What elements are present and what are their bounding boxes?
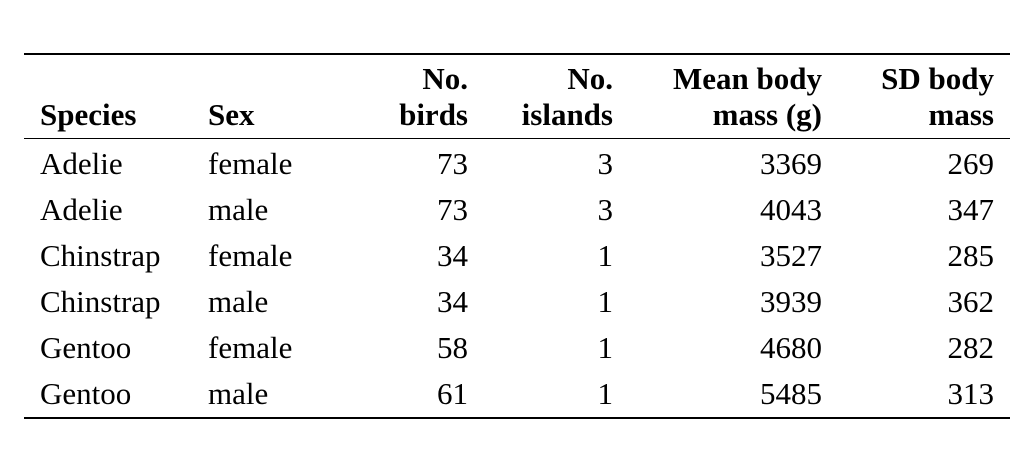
table-row: Adelie male 73 3 4043 347 <box>24 187 1010 233</box>
table-body: Adelie female 73 3 3369 269 Adelie male 73 3 4043 3… <box>24 139 1010 418</box>
cell-sex: female <box>208 330 293 365</box>
column-header-line2: Species <box>40 97 137 132</box>
column-header-sd-mass: SD body mass <box>838 54 1010 139</box>
column-header-n-birds: No. birds <box>373 54 484 139</box>
column-header-line1 <box>40 61 192 97</box>
column-header-line1: SD body <box>881 61 994 96</box>
cell-mean-mass: 3369 <box>760 146 822 181</box>
cell-species: Chinstrap <box>40 238 161 273</box>
cell-sd-mass: 282 <box>947 330 995 365</box>
column-header-line2: mass (g) <box>712 97 822 132</box>
cell-mean-mass: 3939 <box>760 284 822 319</box>
cell-n-islands: 1 <box>597 238 614 273</box>
cell-n-islands: 3 <box>597 192 614 227</box>
cell-sd-mass: 269 <box>947 146 995 181</box>
penguin-summary-table-wrapper: Species Sex No. birds No. islands Mean body ma… <box>24 53 1010 419</box>
cell-mean-mass: 4043 <box>760 192 822 227</box>
column-header-line1 <box>208 61 373 97</box>
cell-species: Adelie <box>40 192 123 227</box>
table-row: Adelie female 73 3 3369 269 <box>24 139 1010 188</box>
table-row: Chinstrap female 34 1 3527 285 <box>24 233 1010 279</box>
column-header-species: Species <box>24 54 192 139</box>
cell-n-birds: 61 <box>437 376 468 411</box>
cell-sd-mass: 347 <box>947 192 995 227</box>
column-header-line1: No. <box>567 61 613 96</box>
cell-sex: male <box>208 192 269 227</box>
penguin-summary-table: Species Sex No. birds No. islands Mean body ma… <box>24 53 1010 419</box>
cell-n-birds: 34 <box>437 238 468 273</box>
column-header-line1: No. <box>422 61 468 96</box>
cell-n-birds: 58 <box>437 330 468 365</box>
column-header-line2: Sex <box>208 97 255 132</box>
table-row: Gentoo male 61 1 5485 313 <box>24 371 1010 418</box>
header-row: Species Sex No. birds No. islands Mean body ma… <box>24 54 1010 139</box>
cell-n-islands: 1 <box>597 376 614 411</box>
cell-species: Adelie <box>40 146 123 181</box>
table-header: Species Sex No. birds No. islands Mean body ma… <box>24 54 1010 139</box>
table-row: Gentoo female 58 1 4680 282 <box>24 325 1010 371</box>
cell-sex: male <box>208 284 269 319</box>
column-header-line2: islands <box>521 97 613 132</box>
cell-n-islands: 1 <box>597 284 614 319</box>
cell-n-birds: 34 <box>437 284 468 319</box>
table-row: Chinstrap male 34 1 3939 362 <box>24 279 1010 325</box>
column-header-sex: Sex <box>192 54 373 139</box>
column-header-mean-mass: Mean body mass (g) <box>629 54 838 139</box>
cell-n-birds: 73 <box>437 146 468 181</box>
cell-sd-mass: 362 <box>947 284 995 319</box>
cell-n-islands: 1 <box>597 330 614 365</box>
column-header-n-islands: No. islands <box>484 54 629 139</box>
cell-species: Chinstrap <box>40 284 161 319</box>
cell-mean-mass: 4680 <box>760 330 822 365</box>
cell-sex: female <box>208 146 293 181</box>
cell-species: Gentoo <box>40 330 132 365</box>
cell-sex: male <box>208 376 269 411</box>
cell-n-islands: 3 <box>597 146 614 181</box>
column-header-line1: Mean body <box>673 61 822 96</box>
cell-mean-mass: 3527 <box>760 238 822 273</box>
column-header-line2: birds <box>399 97 468 132</box>
cell-mean-mass: 5485 <box>760 376 822 411</box>
cell-sex: female <box>208 238 293 273</box>
column-header-line2: mass <box>928 97 994 132</box>
cell-n-birds: 73 <box>437 192 468 227</box>
cell-sd-mass: 313 <box>947 376 995 411</box>
cell-sd-mass: 285 <box>947 238 995 273</box>
cell-species: Gentoo <box>40 376 132 411</box>
